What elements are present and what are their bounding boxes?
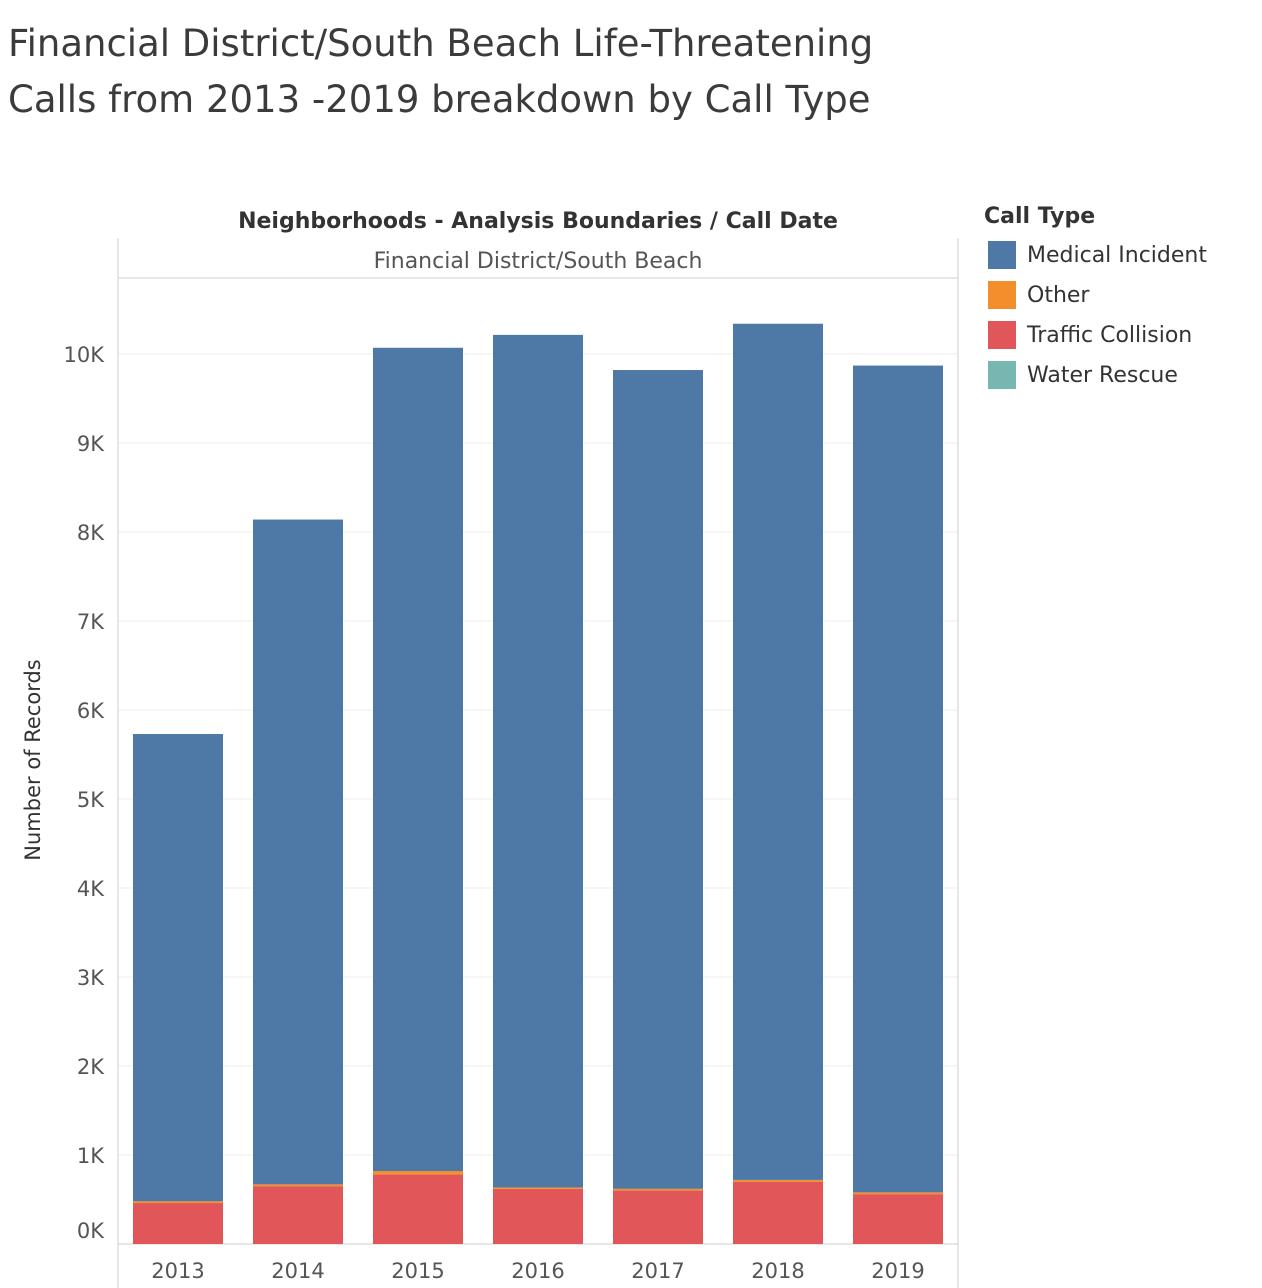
chart-title-line-2: Calls from 2013 -2019 breakdown by Call … <box>8 78 871 121</box>
x-tick-label: 2019 <box>871 1259 924 1283</box>
chart-title-line-1: Financial District/South Beach Life-Thre… <box>8 22 874 65</box>
legend-swatch <box>988 241 1016 269</box>
legend-item[interactable]: Water Rescue <box>988 360 1178 390</box>
bar-medical-incident <box>133 734 223 1202</box>
legend-swatch <box>988 321 1016 349</box>
bar-other <box>733 1179 823 1182</box>
y-tick-label: 10K <box>64 343 106 367</box>
y-tick-label: 4K <box>77 877 105 901</box>
y-axis-label: Number of Records <box>21 659 45 860</box>
bar-other <box>253 1184 343 1187</box>
bar-traffic-collision <box>373 1174 463 1244</box>
bar-medical-incident <box>493 334 583 1188</box>
chart-title: Financial District/South Beach Life-Thre… <box>8 16 968 128</box>
y-tick-label: 6K <box>77 699 105 723</box>
x-tick-label: 2015 <box>391 1259 444 1283</box>
plot-area: 0K 1K 2K 3K 4K 5K 6K 7K 8K 9K 10K 2013 2014 2015 2016 2… <box>64 238 959 1288</box>
legend-label: Other <box>1027 282 1090 308</box>
y-tick-label: 3K <box>77 966 105 990</box>
panel-label: Financial District/South Beach <box>374 249 703 274</box>
bar-other <box>853 1192 943 1195</box>
x-tick-label: 2013 <box>151 1259 204 1283</box>
y-tick-label: 7K <box>77 610 105 634</box>
legend-item[interactable]: Medical Incident <box>988 240 1207 270</box>
bar-traffic-collision <box>133 1203 223 1244</box>
y-tick-label: 9K <box>77 432 105 456</box>
bar-traffic-collision <box>253 1186 343 1244</box>
legend-title: Call Type <box>984 204 1096 229</box>
bar-traffic-collision <box>493 1188 583 1244</box>
y-tick-label: 2K <box>77 1055 105 1079</box>
legend-label: Medical Incident <box>1027 242 1207 268</box>
legend-item[interactable]: Traffic Collision <box>988 320 1192 350</box>
bar-other <box>373 1171 463 1175</box>
legend-label: Traffic Collision <box>1027 322 1193 348</box>
y-tick-label: 0K <box>77 1219 105 1243</box>
legend-label: Water Rescue <box>1027 362 1178 388</box>
bar-traffic-collision <box>733 1181 823 1244</box>
y-tick-label: 1K <box>77 1144 105 1168</box>
legend-swatch <box>988 281 1016 309</box>
column-header: Neighborhoods - Analysis Boundaries / Ca… <box>238 209 838 234</box>
bar-medical-incident <box>733 323 823 1180</box>
x-tick-label: 2016 <box>511 1259 564 1283</box>
legend-swatch <box>988 361 1016 389</box>
x-tick-label: 2014 <box>271 1259 324 1283</box>
bar-medical-incident <box>373 347 463 1172</box>
legend-item[interactable]: Other <box>988 280 1089 310</box>
x-tick-label: 2017 <box>631 1259 684 1283</box>
bar-traffic-collision <box>613 1190 703 1244</box>
bar-medical-incident <box>253 519 343 1185</box>
y-tick-label: 5K <box>77 788 105 812</box>
bar-medical-incident <box>853 365 943 1193</box>
bar-other <box>133 1201 223 1204</box>
x-tick-label: 2018 <box>751 1259 804 1283</box>
bar-other <box>493 1187 583 1189</box>
bar-medical-incident <box>613 370 703 1189</box>
y-tick-label: 8K <box>77 521 105 545</box>
bar-traffic-collision <box>853 1194 943 1244</box>
bar-other <box>613 1188 703 1191</box>
